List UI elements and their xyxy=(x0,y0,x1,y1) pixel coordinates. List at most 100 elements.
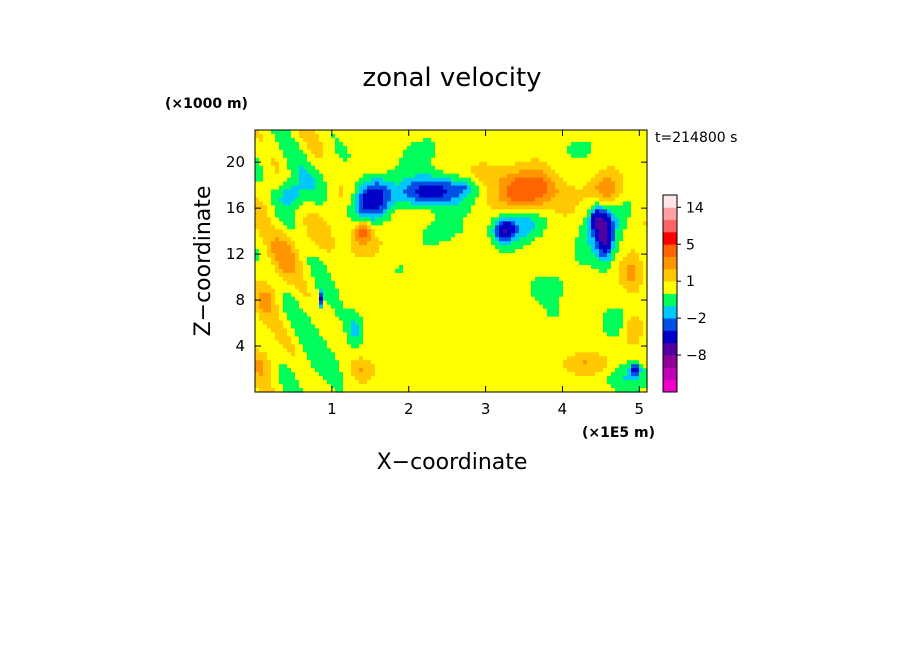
field-cell xyxy=(283,261,288,266)
field-cell xyxy=(503,316,508,322)
field-cell xyxy=(267,241,272,246)
field-cell xyxy=(311,292,316,298)
field-cell xyxy=(447,217,452,222)
field-cell xyxy=(263,368,268,373)
field-cell xyxy=(523,229,528,234)
field-cell xyxy=(327,173,332,179)
field-cell xyxy=(471,296,476,302)
field-cell xyxy=(499,217,504,222)
field-cell xyxy=(319,213,324,218)
field-cell xyxy=(323,149,328,155)
field-cell xyxy=(367,257,372,262)
field-cell xyxy=(519,149,524,155)
field-cell xyxy=(387,332,392,338)
field-cell xyxy=(439,264,444,270)
field-cell xyxy=(471,368,476,373)
field-cell xyxy=(351,360,356,365)
field-cell xyxy=(507,336,512,341)
field-cell xyxy=(355,181,360,187)
field-cell xyxy=(467,157,472,163)
field-cell xyxy=(543,185,548,191)
field-cell xyxy=(283,320,288,326)
field-cell xyxy=(515,173,520,179)
field-cell xyxy=(363,288,368,294)
field-cell xyxy=(415,308,420,314)
field-cell xyxy=(279,268,284,274)
field-cell xyxy=(535,368,540,373)
field-cell xyxy=(283,280,288,286)
field-cell xyxy=(395,257,400,262)
field-cell xyxy=(375,141,380,147)
field-cell xyxy=(351,205,356,210)
field-cell xyxy=(455,193,460,199)
field-cell xyxy=(459,284,464,290)
field-cell xyxy=(343,268,348,274)
field-cell xyxy=(315,376,320,381)
field-cell xyxy=(407,237,412,242)
field-cell xyxy=(331,205,336,210)
field-cell xyxy=(339,324,344,330)
field-cell xyxy=(435,332,440,338)
field-cell xyxy=(395,324,400,330)
field-cell xyxy=(499,237,504,242)
field-cell xyxy=(307,336,312,341)
field-cell xyxy=(287,137,292,143)
field-cell xyxy=(419,376,424,381)
field-cell xyxy=(423,304,428,310)
field-cell xyxy=(271,161,276,167)
field-cell xyxy=(479,304,484,310)
field-cell xyxy=(415,384,420,389)
field-cell xyxy=(279,261,284,266)
field-cell xyxy=(547,388,552,393)
field-cell xyxy=(511,332,516,338)
field-cell xyxy=(255,312,260,318)
field-cell xyxy=(299,316,304,322)
field-cell xyxy=(527,221,532,226)
field-cell xyxy=(319,249,324,254)
field-cell xyxy=(423,137,428,143)
field-cell xyxy=(351,241,356,246)
field-cell xyxy=(531,328,536,334)
field-cell xyxy=(495,205,500,210)
field-cell xyxy=(459,173,464,179)
field-cell xyxy=(275,300,280,306)
field-cell xyxy=(319,130,324,135)
field-cell xyxy=(455,352,460,357)
field-cell xyxy=(523,300,528,306)
field-cell xyxy=(363,213,368,218)
field-cell xyxy=(327,213,332,218)
field-cell xyxy=(443,130,448,135)
field-cell xyxy=(343,197,348,203)
field-cell xyxy=(339,213,344,218)
field-cell xyxy=(359,384,364,389)
field-cell xyxy=(467,225,472,230)
field-cell xyxy=(447,328,452,334)
field-cell xyxy=(447,261,452,266)
field-cell xyxy=(307,189,312,195)
field-cell xyxy=(531,316,536,322)
field-cell xyxy=(311,380,316,385)
field-cell xyxy=(355,177,360,183)
field-cell xyxy=(539,384,544,389)
field-cell xyxy=(307,276,312,282)
field-cell xyxy=(511,145,516,151)
field-cell xyxy=(331,348,336,353)
field-cell xyxy=(339,185,344,191)
field-cell xyxy=(383,328,388,334)
field-cell xyxy=(511,169,516,175)
field-cell xyxy=(255,284,260,290)
field-cell xyxy=(323,304,328,310)
field-cell xyxy=(367,165,372,171)
field-cell xyxy=(507,213,512,218)
field-cell xyxy=(323,181,328,187)
field-cell xyxy=(503,340,508,345)
field-cell xyxy=(375,348,380,353)
field-cell xyxy=(555,133,560,139)
field-cell xyxy=(319,149,324,155)
field-cell xyxy=(431,153,436,159)
field-cell xyxy=(475,197,480,203)
field-cell xyxy=(407,372,412,377)
field-cell xyxy=(463,264,468,270)
field-cell xyxy=(535,336,540,341)
field-cell xyxy=(463,241,468,246)
